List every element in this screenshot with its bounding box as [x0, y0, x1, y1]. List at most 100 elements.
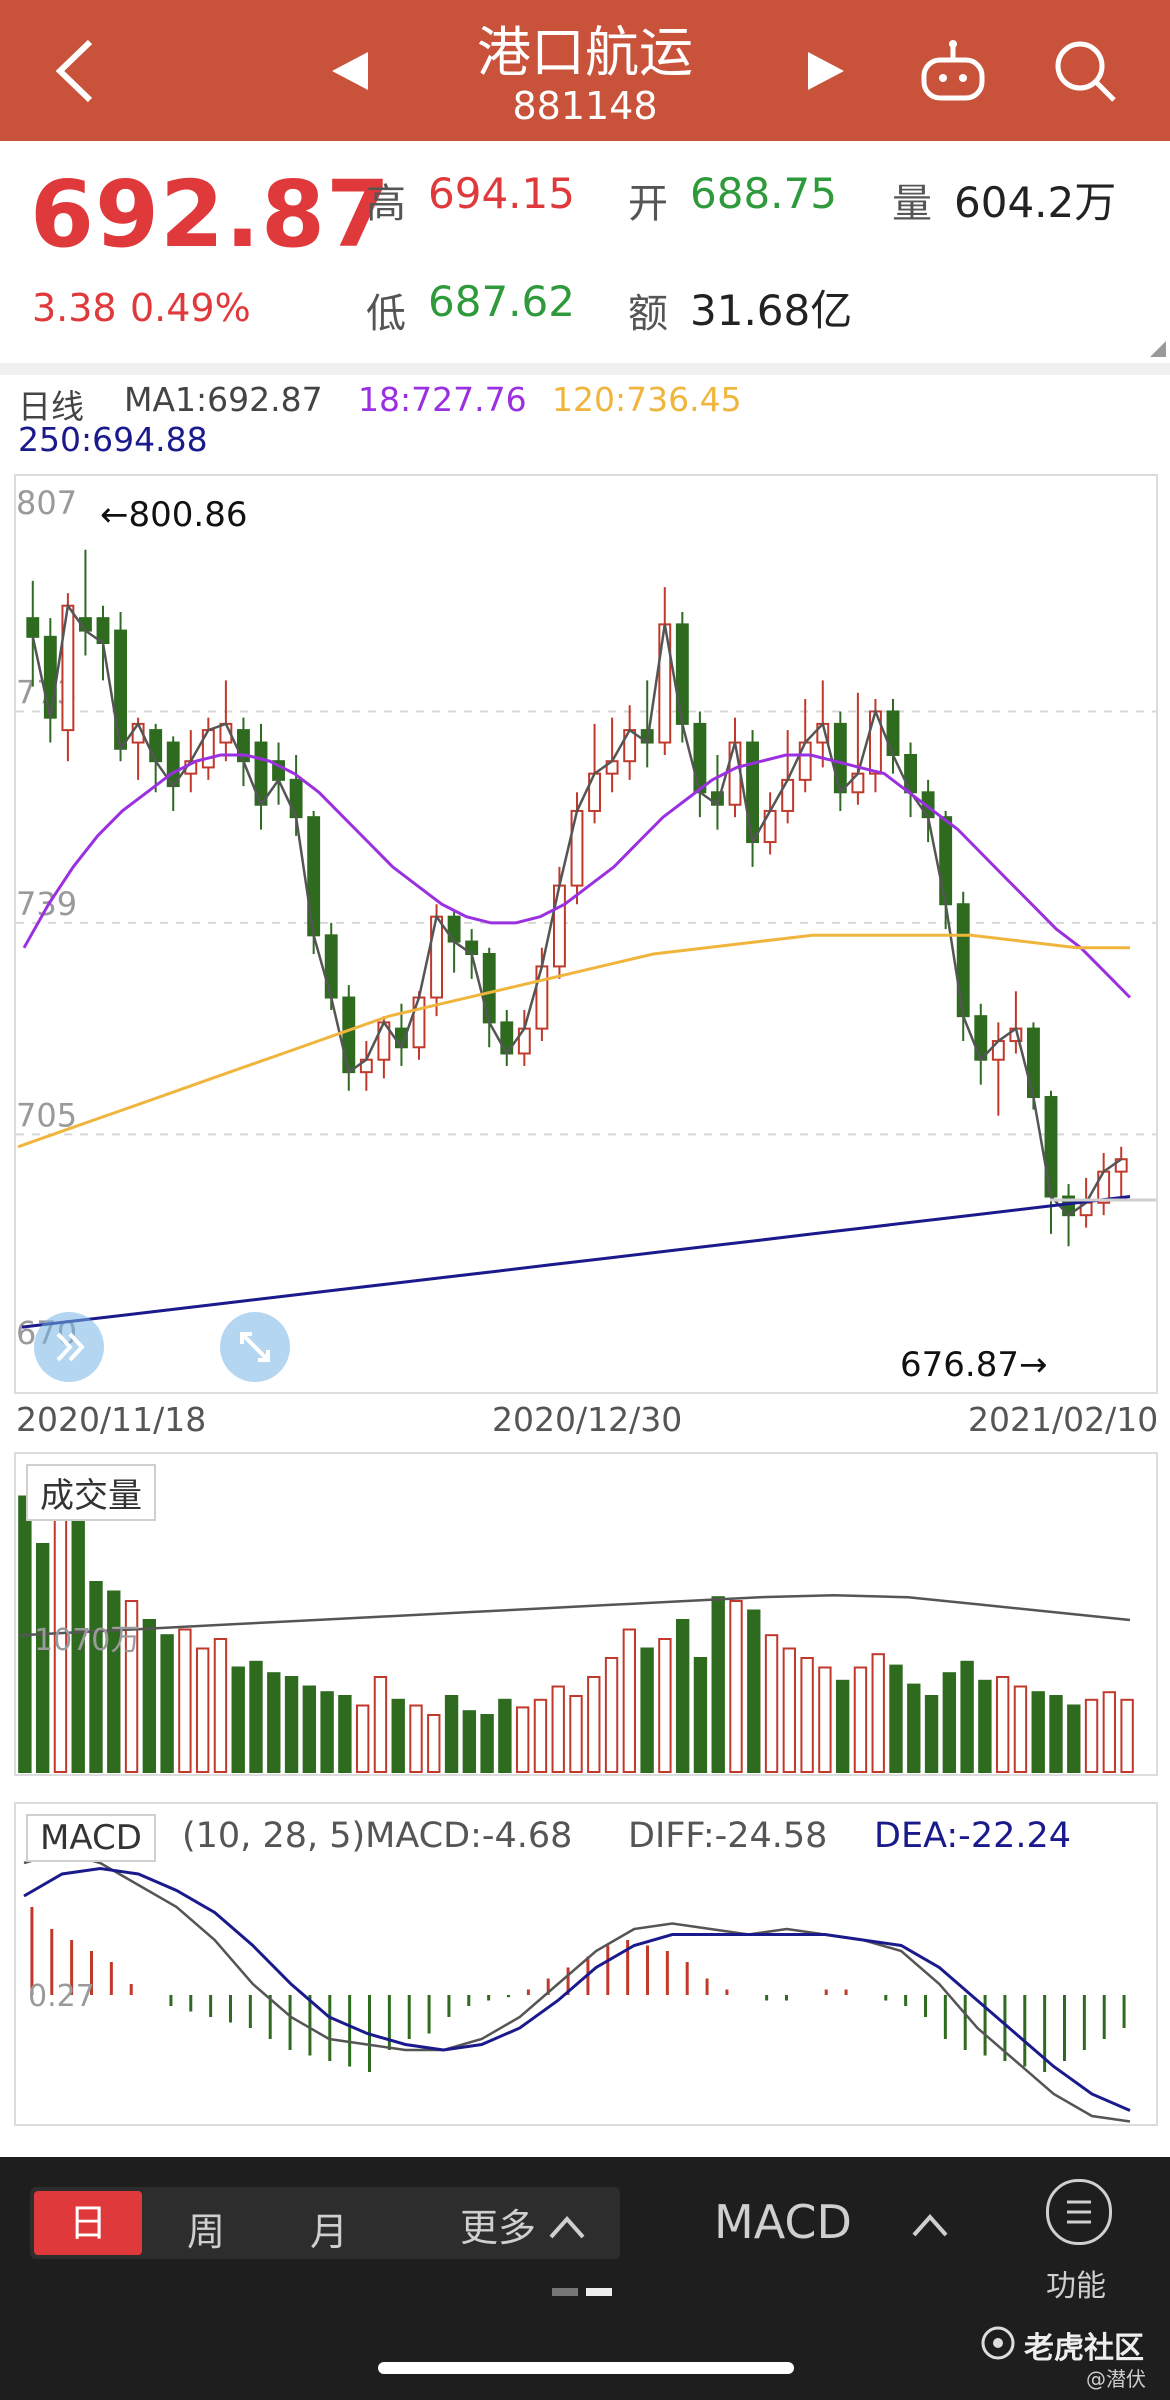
volume-bar [995, 1676, 1010, 1773]
volume-bar [1102, 1691, 1117, 1773]
low-annotation: 676.87→ [900, 1345, 1047, 1385]
expand-left-button[interactable] [34, 1312, 104, 1382]
volume-bar [640, 1647, 654, 1773]
volume-bar [213, 1638, 228, 1773]
y-tick-label: 739 [16, 885, 77, 923]
back-button[interactable] [50, 38, 100, 104]
volume-bar [907, 1683, 921, 1774]
volume-bar [1084, 1698, 1099, 1773]
volume-label: 量 [892, 181, 932, 227]
robot-button[interactable] [918, 38, 988, 108]
indicator-chevron-up-icon[interactable] [910, 2209, 950, 2239]
next-stock-button[interactable] [806, 50, 846, 96]
kline-panel[interactable] [14, 474, 1158, 1394]
fullscreen-button[interactable] [220, 1312, 290, 1382]
volume-bar [178, 1628, 192, 1773]
volume-bar [35, 1543, 50, 1773]
volume-bar [444, 1695, 459, 1773]
volume-chart[interactable]: 1070万 [0, 1452, 1170, 1776]
tab-day[interactable]: 日 [34, 2191, 142, 2255]
ma1-label: MA1:692.87 [124, 380, 323, 419]
low-label: 低 [366, 291, 406, 337]
credit: @潜伏 [1086, 2367, 1146, 2391]
date-start: 2020/11/18 [16, 1400, 207, 1439]
quote-panel: 692.87 3.38 0.49% 高 694.15 开 688.75 量 60… [0, 141, 1170, 363]
tab-more-label: 更多 [460, 2206, 537, 2250]
volume-bar [711, 1596, 725, 1773]
robot-icon [921, 40, 985, 101]
date-end: 2021/02/10 [968, 1400, 1159, 1439]
volume-bar [658, 1638, 672, 1773]
volume-bar [124, 1600, 139, 1773]
volume-bar [622, 1628, 637, 1773]
double-chevron-right-icon [56, 1332, 85, 1362]
macd-zero-label: 0.27 [28, 1979, 95, 2014]
open-label: 开 [628, 181, 668, 227]
ma18-line [22, 753, 1132, 999]
volume-title: 成交量 [26, 1464, 156, 1521]
volume-value: 604.2万 [954, 178, 1117, 227]
high-label: 高 [366, 181, 406, 227]
date-mid: 2020/12/30 [492, 1400, 683, 1439]
macd-panel[interactable] [14, 1802, 1158, 2126]
divider [0, 363, 1170, 375]
volume-bar [889, 1664, 903, 1774]
search-button[interactable] [1052, 38, 1118, 108]
volume-tick-label: 1070万 [34, 1623, 140, 1658]
volume-bar [960, 1660, 974, 1773]
bottom-bar: 日 周 月 更多 MACD 功能 老虎社区 @潜伏 [0, 2157, 1170, 2400]
volume-bar [1067, 1704, 1081, 1773]
home-indicator[interactable] [378, 2362, 794, 2374]
volume-bar [302, 1685, 317, 1773]
ma120-line [17, 933, 1130, 1149]
volume-bar [1049, 1695, 1063, 1773]
ma250-label: 250:694.88 [18, 420, 208, 459]
chevron-up-icon [549, 2215, 585, 2239]
amount-value: 31.68亿 [690, 286, 853, 335]
indicator-select[interactable]: MACD [714, 2195, 852, 2249]
volume-bar [427, 1714, 441, 1773]
volume-bar [764, 1634, 779, 1773]
high-value: 694.15 [428, 169, 575, 218]
ma18-label: 18:727.76 [358, 380, 527, 419]
candle-body [149, 729, 163, 763]
volume-bar [107, 1590, 121, 1773]
volume-bar [729, 1600, 743, 1773]
volume-bar [231, 1666, 245, 1773]
fullscreen-icon [240, 1332, 270, 1362]
volume-bar [195, 1647, 210, 1773]
function-button[interactable] [1046, 2179, 1112, 2245]
page-indicator-dot-active [586, 2288, 612, 2296]
tab-more[interactable]: 更多 [460, 2197, 587, 2252]
tab-week[interactable]: 周 [187, 2210, 226, 2254]
tiger-logo-icon [981, 2326, 1015, 2360]
page-title: 港口航运 [477, 21, 693, 84]
tab-month[interactable]: 月 [310, 2210, 349, 2254]
volume-bar [498, 1698, 512, 1773]
volume-bar [800, 1657, 814, 1773]
low-value: 687.62 [428, 277, 575, 326]
volume-bar [818, 1666, 832, 1773]
volume-bar [373, 1676, 388, 1773]
volume-bar [462, 1710, 477, 1774]
prev-stock-button[interactable] [330, 50, 370, 96]
volume-bar [391, 1698, 405, 1773]
volume-bar [320, 1691, 334, 1773]
volume-bar [355, 1704, 370, 1773]
amount-label: 额 [628, 291, 668, 337]
volume-bar [924, 1695, 939, 1773]
volume-bar [871, 1653, 885, 1773]
volume-bar [1120, 1698, 1134, 1773]
volume-bar [515, 1706, 530, 1773]
function-label: 功能 [1046, 2269, 1106, 2304]
volume-bar [533, 1698, 548, 1773]
volume-panel[interactable] [14, 1452, 1158, 1776]
resize-corner-icon [1150, 341, 1166, 357]
menu-icon [1067, 2200, 1091, 2224]
period-label: 日线 [18, 387, 84, 426]
ma120-label: 120:736.45 [552, 380, 742, 419]
volume-avg-line [19, 1594, 1131, 1637]
watermark: 老虎社区 [1024, 2331, 1144, 2366]
macd-chart[interactable]: 0.27 [0, 1802, 1170, 2126]
